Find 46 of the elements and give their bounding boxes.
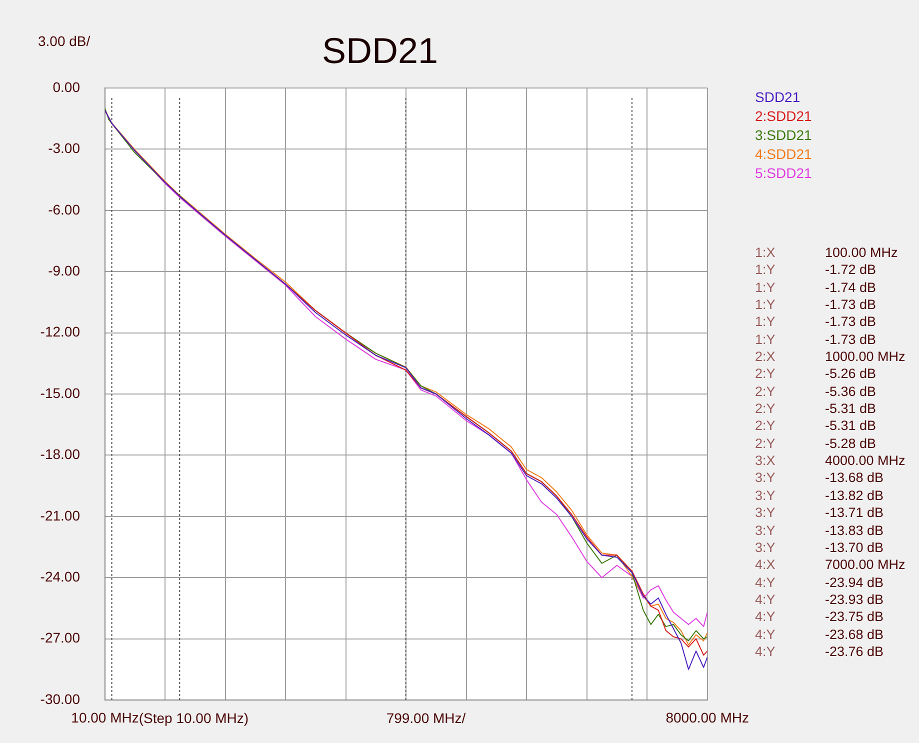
chart-title: SDD21	[320, 30, 440, 72]
text: 2:SDD21	[755, 107, 812, 126]
text: 4:SDD21	[755, 145, 812, 164]
y-tick-label: -18.00	[40, 446, 80, 462]
y-axis-title: 3.00 dB/	[38, 33, 90, 49]
text: 4:X 7000.00 MHz	[755, 557, 906, 572]
text: 2:X 1000.00 MHz	[755, 349, 906, 364]
text: 3:X 4000.00 MHz	[755, 453, 906, 468]
y-tick-label: -9.00	[48, 262, 80, 278]
text: 3:Y -13.70 dB	[755, 540, 884, 555]
text: 3:SDD21	[755, 126, 812, 145]
text: (Step 10.00 MHz)	[138, 710, 249, 726]
y-tick-label: -27.00	[40, 630, 80, 646]
y-tick-label: 0.00	[52, 78, 80, 95]
text: 5:SDD21	[755, 164, 812, 183]
y-tick-label: -6.00	[48, 201, 80, 218]
y-tick-label: -30.00	[40, 690, 80, 707]
y-tick-label: -12.00	[40, 324, 80, 340]
text: 4:Y -23.68 dB	[755, 626, 884, 642]
text: 2:Y -5.26 dB	[755, 366, 876, 382]
text: 1:Y -1.73 dB	[755, 332, 876, 347]
x-tick-label: 10.00 MHz	[71, 709, 139, 726]
text: 2:Y -5.28 dB	[755, 436, 876, 451]
x-tick-label: 8000.00 MHz	[666, 709, 750, 726]
text: 1:X 100.00 MHz	[755, 245, 898, 260]
text: 4:Y -23.93 dB	[755, 592, 884, 607]
text: 1:Y -1.73 dB	[755, 314, 876, 330]
text: 2:Y -5.36 dB	[755, 384, 876, 399]
y-tick-label: -21.00	[40, 507, 80, 524]
text: 3:Y -13.83 dB	[755, 522, 884, 538]
text: 1:Y -1.73 dB	[755, 297, 876, 312]
text: 3:Y -13.71 dB	[755, 505, 884, 520]
text: 3:Y -13.68 dB	[755, 470, 884, 486]
text: SDD21	[755, 88, 802, 107]
y-tick-label: -3.00	[48, 140, 80, 156]
text: 2:Y -5.31 dB	[755, 401, 876, 416]
y-tick-label: -24.00	[40, 568, 80, 584]
text: 1:Y -1.72 dB	[755, 262, 876, 278]
text: 4:Y -23.76 dB	[755, 644, 884, 659]
x-axis-title: 799.00 MHz/	[385, 710, 467, 726]
text: 4:Y -23.94 dB	[755, 574, 884, 590]
y-tick-label: -15.00	[40, 384, 80, 401]
text: 4:Y -23.75 dB	[755, 609, 884, 624]
text: 2:Y -5.31 dB	[755, 418, 876, 434]
text: 3:Y -13.82 dB	[755, 488, 884, 503]
text: 1:Y -1.74 dB	[755, 280, 876, 295]
